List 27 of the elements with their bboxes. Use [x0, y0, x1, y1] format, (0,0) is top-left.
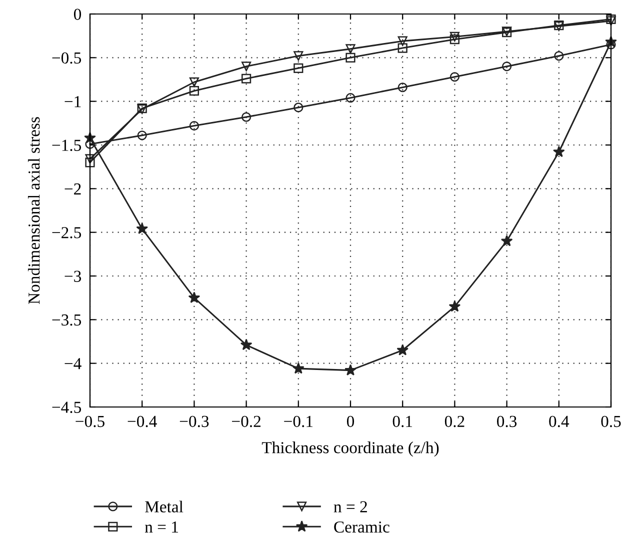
x-tick-label: −0.3 [180, 416, 209, 428]
y-tick-label: 0 [74, 8, 82, 20]
x-tick-label: 0.5 [601, 416, 621, 428]
y-tick-label: −4 [64, 358, 82, 370]
legend-label: Metal [145, 500, 184, 512]
x-tick-label: 0.2 [444, 416, 464, 428]
legend-label: n = 2 [334, 501, 367, 512]
x-tick-label: −0.1 [284, 416, 313, 428]
legend-label: n = 1 [144, 521, 178, 532]
y-tick-label: −4.5 [52, 402, 82, 414]
y-tick-label: −3.5 [52, 314, 82, 326]
x-tick-label: −0.5 [76, 416, 104, 428]
x-tick-label: 0.4 [549, 416, 570, 428]
y-tick-label: −3 [64, 270, 82, 282]
x-tick-label: 0 [346, 416, 354, 428]
y-tick-label: −1 [64, 96, 81, 108]
x-axis-title: Thickness coordinate (z/h) [262, 442, 439, 457]
legend-label: Ceramic [334, 521, 390, 533]
y-tick-label: −0.5 [52, 52, 82, 64]
x-tick-label: 0.1 [392, 416, 412, 428]
y-axis-title: Nondimensional axial stress [28, 117, 40, 304]
x-tick-label: 0.3 [497, 416, 517, 428]
x-tick-label: −0.4 [128, 416, 157, 428]
y-tick-label: −1.5 [52, 140, 82, 152]
y-tick-label: −2.5 [52, 227, 82, 238]
y-tick-label: −2 [64, 183, 81, 194]
x-tick-label: −0.2 [232, 416, 260, 428]
